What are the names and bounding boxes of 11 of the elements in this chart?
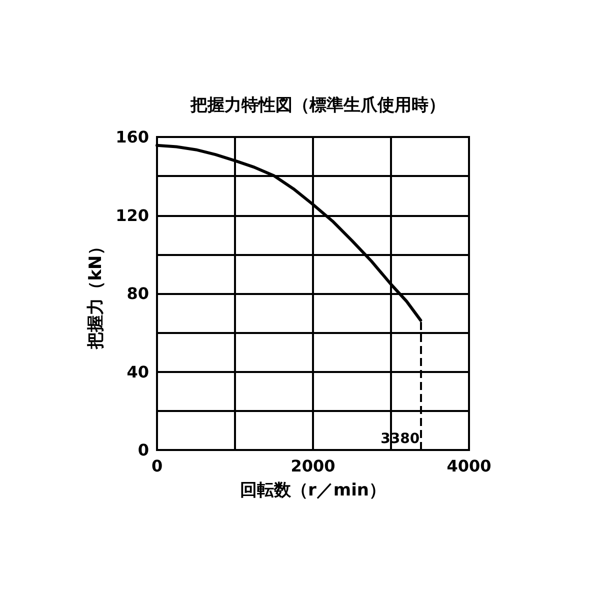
x-axis-title: 回転数（r／min）	[240, 480, 386, 500]
chart-title: 把握力特性図（標準生爪使用時）	[190, 96, 446, 116]
x-tick-label: 2000	[290, 456, 336, 476]
y-tick-label: 40	[126, 362, 149, 382]
x-tick-label: 4000	[446, 456, 492, 476]
y-tick-label: 0	[138, 440, 149, 460]
x-tick-label: 0	[151, 456, 163, 476]
y-axis-title: 把握力（kN）	[86, 238, 106, 350]
y-tick-label: 120	[116, 206, 149, 225]
y-tick-label: 160	[116, 128, 149, 146]
y-tick-label: 80	[126, 284, 149, 303]
